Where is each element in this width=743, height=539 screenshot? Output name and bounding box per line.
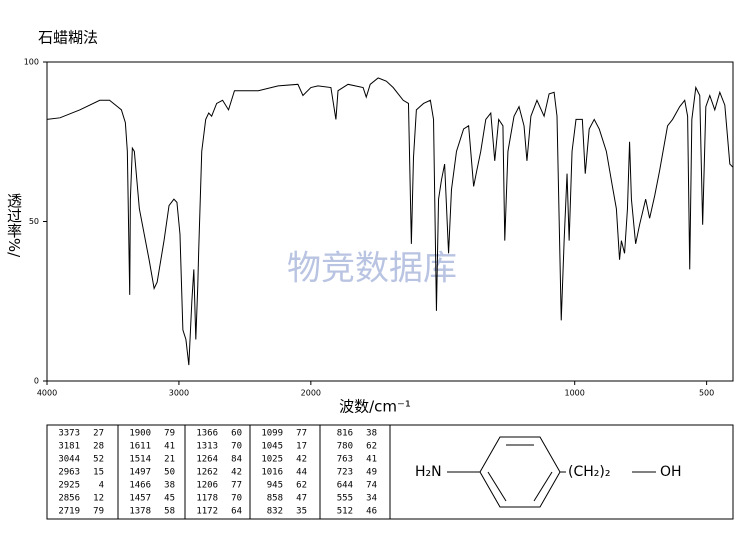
peak-wavenumber: 2856: [58, 494, 80, 504]
peak-transmittance: 41: [164, 442, 175, 452]
peak-transmittance: 60: [231, 429, 242, 439]
peak-wavenumber: 1025: [261, 455, 283, 465]
peak-transmittance: 12: [93, 494, 104, 504]
peak-wavenumber: 1457: [129, 494, 151, 504]
peak-wavenumber: 3044: [58, 455, 80, 465]
peak-wavenumber: 1178: [196, 494, 218, 504]
y-tick-label: 0: [34, 377, 39, 386]
peak-wavenumber: 1900: [129, 429, 151, 439]
peak-transmittance: 44: [296, 468, 307, 478]
watermark: 物竞数据库: [287, 249, 457, 289]
x-tick-label: 3000: [169, 389, 189, 398]
peak-wavenumber: 1611: [129, 442, 151, 452]
peak-wavenumber: 3373: [58, 429, 80, 439]
peak-transmittance: 34: [366, 494, 377, 504]
peak-wavenumber: 832: [267, 507, 283, 517]
peak-wavenumber: 555: [337, 494, 353, 504]
peak-transmittance: 47: [296, 494, 307, 504]
spectrum-line: [46, 77, 734, 366]
peak-transmittance: 62: [296, 481, 307, 491]
peak-transmittance: 38: [164, 481, 175, 491]
x-axis-label: 波数/cm⁻¹: [339, 398, 411, 416]
x-tick-label: 1000: [565, 389, 585, 398]
chain: (CH₂)₂: [568, 464, 610, 480]
peak-transmittance: 84: [231, 455, 242, 465]
double-bond: [487, 471, 507, 502]
benzene-ring: [479, 436, 561, 508]
peak-wavenumber: 1172: [196, 507, 218, 517]
y-tick-label: 100: [24, 58, 39, 67]
peak-wavenumber: 1378: [129, 507, 151, 517]
peak-transmittance: 77: [296, 429, 307, 439]
peak-transmittance: 79: [164, 429, 175, 439]
peak-wavenumber: 1313: [196, 442, 218, 452]
x-tick-label: 500: [699, 389, 714, 398]
peak-transmittance: 42: [296, 455, 307, 465]
peak-transmittance: 58: [164, 507, 175, 517]
chart-title: 石蜡糊法: [38, 29, 98, 47]
peak-transmittance: 74: [366, 481, 377, 491]
peak-wavenumber: 780: [337, 442, 353, 452]
peak-wavenumber: 1497: [129, 468, 151, 478]
y-axis-label: 透过率%/: [5, 193, 23, 258]
peak-transmittance: 64: [231, 507, 242, 517]
peak-wavenumber: 3181: [58, 442, 80, 452]
peak-transmittance: 52: [93, 455, 104, 465]
peak-wavenumber: 2963: [58, 468, 80, 478]
peak-wavenumber: 1514: [129, 455, 151, 465]
double-bond: [533, 471, 553, 502]
peak-wavenumber: 1045: [261, 442, 283, 452]
peak-wavenumber: 1262: [196, 468, 218, 478]
peak-wavenumber: 1466: [129, 481, 151, 491]
peak-wavenumber: 858: [267, 494, 283, 504]
peak-transmittance: 35: [296, 507, 307, 517]
peak-wavenumber: 1366: [196, 429, 218, 439]
peak-wavenumber: 945: [267, 481, 283, 491]
peak-transmittance: 38: [366, 429, 377, 439]
peak-wavenumber: 1016: [261, 468, 283, 478]
peak-transmittance: 49: [366, 468, 377, 478]
peak-transmittance: 70: [231, 442, 242, 452]
peak-wavenumber: 763: [337, 455, 353, 465]
peak-transmittance: 41: [366, 455, 377, 465]
peak-transmittance: 42: [231, 468, 242, 478]
peak-transmittance: 46: [366, 507, 377, 517]
peak-transmittance: 21: [164, 455, 175, 465]
x-tick-label: 2000: [301, 389, 321, 398]
peak-transmittance: 28: [93, 442, 104, 452]
peak-transmittance: 4: [99, 481, 104, 491]
peak-wavenumber: 512: [337, 507, 353, 517]
peak-wavenumber: 816: [337, 429, 353, 439]
peak-transmittance: 27: [93, 429, 104, 439]
peak-wavenumber: 1206: [196, 481, 218, 491]
peak-transmittance: 17: [296, 442, 307, 452]
peak-wavenumber: 723: [337, 468, 353, 478]
peak-wavenumber: 1264: [196, 455, 218, 465]
peak-transmittance: 77: [231, 481, 242, 491]
peak-transmittance: 79: [93, 507, 104, 517]
hydroxyl: OH: [660, 464, 682, 480]
peak-wavenumber: 644: [337, 481, 353, 491]
peak-wavenumber: 1099: [261, 429, 283, 439]
peak-wavenumber: 2925: [58, 481, 80, 491]
x-tick-label: 4000: [37, 389, 57, 398]
amine-group: H₂N: [415, 464, 442, 480]
peak-wavenumber: 2719: [58, 507, 80, 517]
plot-frame: [46, 61, 734, 382]
peak-transmittance: 62: [366, 442, 377, 452]
peak-transmittance: 70: [231, 494, 242, 504]
y-tick-label: 50: [29, 217, 39, 226]
peak-transmittance: 45: [164, 494, 175, 504]
peak-transmittance: 15: [93, 468, 104, 478]
structure: H₂N (CH₂)₂ OH: [415, 436, 682, 508]
peak-transmittance: 50: [164, 468, 175, 478]
